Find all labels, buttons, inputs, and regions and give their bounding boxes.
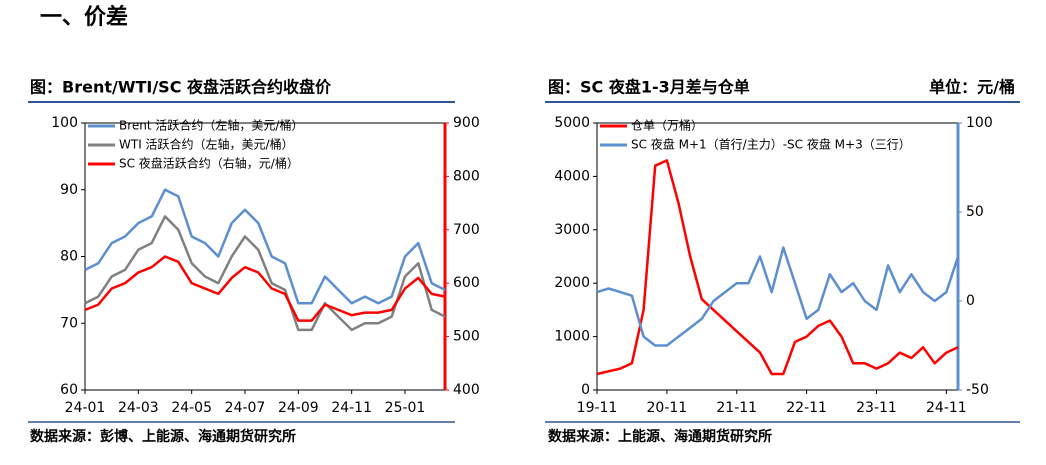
x-tick-label: 20-11	[647, 400, 688, 416]
legend-label: SC 夜盘活跃合约（右轴，元/桶）	[119, 156, 299, 171]
source: 数据来源：彭博、上能源、海通期货研究所	[30, 428, 296, 445]
y2-tick-label: 400	[453, 382, 480, 398]
x-tick-label: 24-01	[65, 400, 106, 416]
legend-label: Brent 活跃合约（左轴，美元/桶）	[119, 118, 303, 133]
y2-tick-label: -50	[966, 382, 989, 398]
x-tick-label: 19-11	[577, 400, 618, 416]
x-tick-label: 24-07	[225, 400, 266, 416]
series-line	[84, 188, 446, 305]
y-tick-label: 4000	[554, 168, 590, 184]
y2-tick-label: 0	[966, 293, 975, 309]
y-tick-label: 60	[60, 382, 78, 398]
chart-title: 图：Brent/WTI/SC 夜盘活跃合约收盘价	[30, 78, 332, 97]
series-line	[84, 215, 446, 332]
y2-tick-label: 900	[453, 115, 480, 131]
y-tick-label: 70	[60, 315, 78, 331]
y2-tick-label: 700	[453, 222, 480, 238]
unit: 单位：元/桶	[929, 78, 1015, 97]
series-line	[596, 159, 959, 376]
y-tick-label: 5000	[554, 115, 590, 131]
y2-tick-label: 800	[453, 168, 480, 184]
x-tick-label: 24-05	[171, 400, 212, 416]
x-tick-label: 22-11	[786, 400, 827, 416]
legend-label: 仓单（万桶）	[631, 118, 703, 133]
series-line	[596, 246, 960, 347]
legend-label: SC 夜盘 M+1（首行/主力）-SC 夜盘 M+3（三行）	[631, 137, 911, 152]
series-line	[84, 255, 446, 322]
y2-tick-label: 100	[966, 115, 993, 131]
x-tick-label: 25-01	[385, 400, 426, 416]
y-tick-label: 80	[60, 249, 78, 265]
x-tick-label: 21-11	[716, 400, 757, 416]
y-tick-label: 90	[60, 182, 78, 198]
y-tick-label: 2000	[554, 275, 590, 291]
x-tick-label: 24-09	[278, 400, 319, 416]
y-tick-label: 0	[581, 382, 590, 398]
y2-tick-label: 500	[453, 329, 480, 345]
y2-tick-label: 50	[966, 204, 984, 220]
legend-label: WTI 活跃合约（左轴，美元/桶）	[119, 137, 294, 152]
x-tick-label: 24-11	[926, 400, 967, 416]
x-tick-label: 23-11	[856, 400, 897, 416]
x-tick-label: 24-03	[118, 400, 159, 416]
y2-tick-label: 600	[453, 275, 480, 291]
heading: 一、价差	[40, 4, 128, 30]
source: 数据来源：上能源、海通期货研究所	[548, 428, 772, 445]
x-tick-label: 24-11	[331, 400, 372, 416]
plot-frame	[596, 122, 959, 391]
y-tick-label: 100	[51, 115, 78, 131]
chart-title: 图：SC 夜盘1-3月差与仓单	[548, 78, 750, 97]
y-tick-label: 3000	[554, 222, 590, 238]
y-tick-label: 1000	[554, 329, 590, 345]
